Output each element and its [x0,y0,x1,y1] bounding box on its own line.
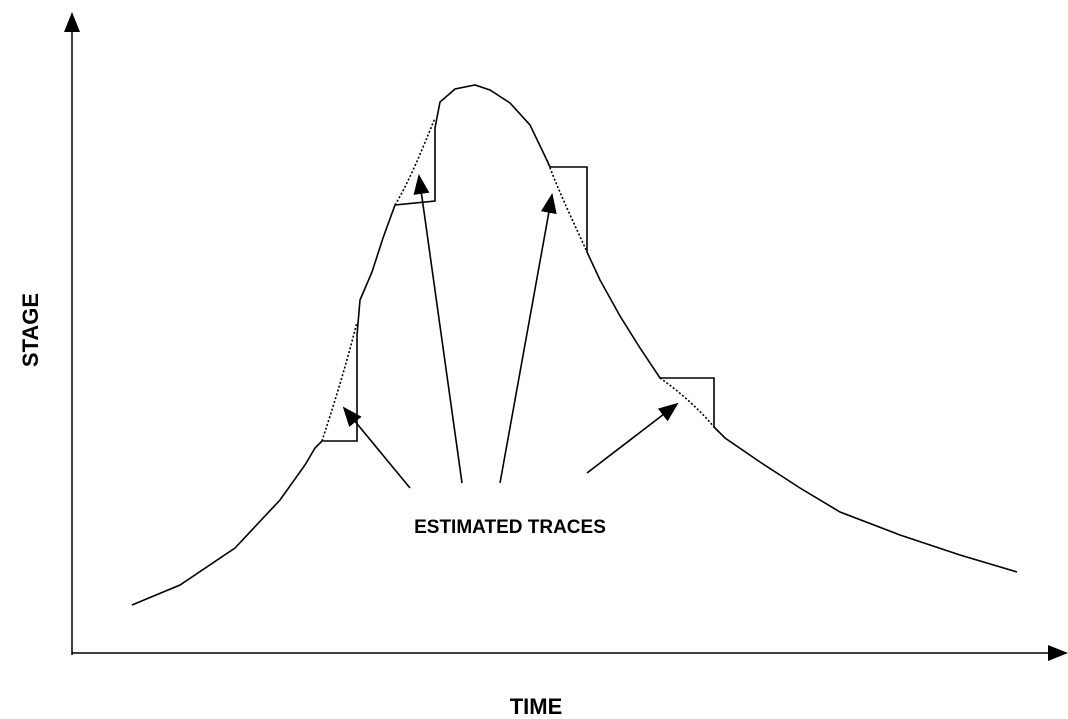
x-axis-label: TIME [510,694,563,719]
y-axis-label: STAGE [18,293,43,367]
annotation-label: ESTIMATED TRACES [414,517,606,538]
arrow [413,174,463,484]
estimated-trace [321,321,358,442]
estimated-trace [659,377,715,428]
recorded-trace [131,84,1018,606]
estimated-trace [394,117,436,206]
arrow [342,406,411,489]
arrow [499,193,557,484]
arrow [586,402,679,474]
estimated-trace [546,159,588,253]
